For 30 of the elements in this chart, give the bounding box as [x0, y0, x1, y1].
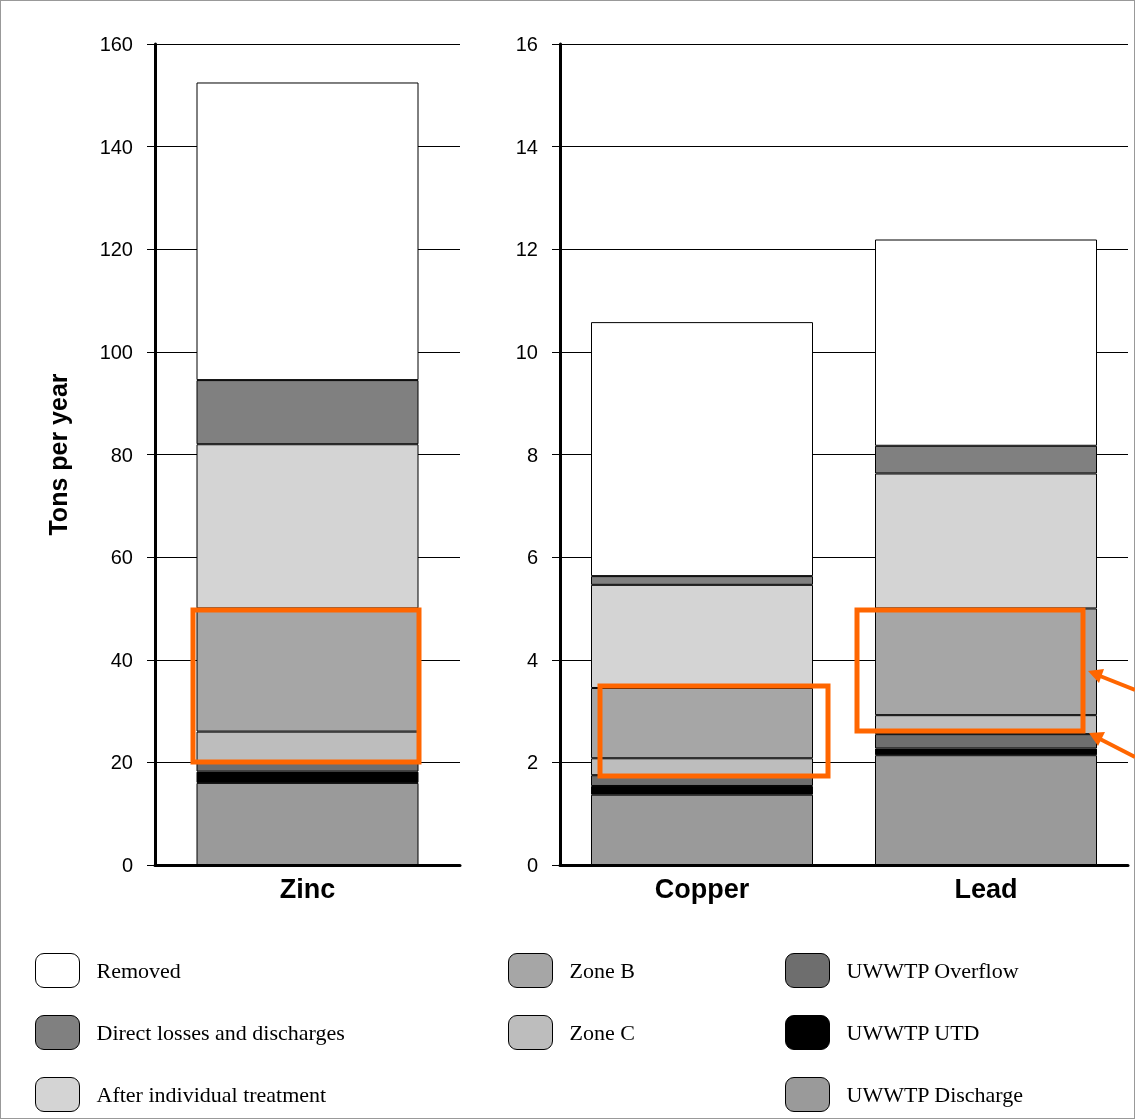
y-tick-label: 80	[110, 443, 133, 466]
legend-label: Removed	[96, 958, 181, 983]
y-tick-label: 4	[526, 648, 538, 671]
y-tick-label: 0	[526, 854, 538, 876]
y-tick-label: 14	[515, 135, 538, 158]
y-tick-label: 0	[121, 854, 133, 876]
y-tick-label: 120	[99, 238, 133, 261]
y-axis-title: Tons per year	[43, 373, 72, 536]
x-tick-label: Zinc	[279, 873, 336, 904]
y-tick-label: 20	[110, 751, 133, 774]
y-tick-label: 100	[99, 340, 133, 363]
legend-label: Zone C	[569, 1020, 635, 1045]
y-tick-label: 10	[515, 340, 538, 363]
y-tick-label: 140	[99, 135, 133, 158]
x-tick-label: Copper	[654, 873, 750, 904]
y-tick-label: 8	[526, 443, 538, 466]
y-tick-label: 2	[526, 751, 538, 774]
legend-label: Direct losses and discharges	[96, 1020, 345, 1045]
y-tick-label: 60	[110, 546, 133, 569]
y-tick-label: 160	[99, 33, 133, 55]
x-tick-label: Lead	[954, 873, 1018, 904]
legend-label: After individual treatment	[96, 1082, 327, 1107]
y-tick-label: 16	[515, 33, 538, 55]
legend-label: Zone B	[569, 958, 635, 983]
legend-label: UWWTP Overflow	[846, 958, 1019, 983]
y-tick-label: 12	[515, 238, 538, 261]
y-tick-label: 40	[110, 648, 133, 671]
y-tick-label: 6	[526, 546, 538, 569]
legend-label: UWWTP Discharge	[846, 1082, 1024, 1107]
legend-label: UWWTP UTD	[846, 1020, 980, 1045]
